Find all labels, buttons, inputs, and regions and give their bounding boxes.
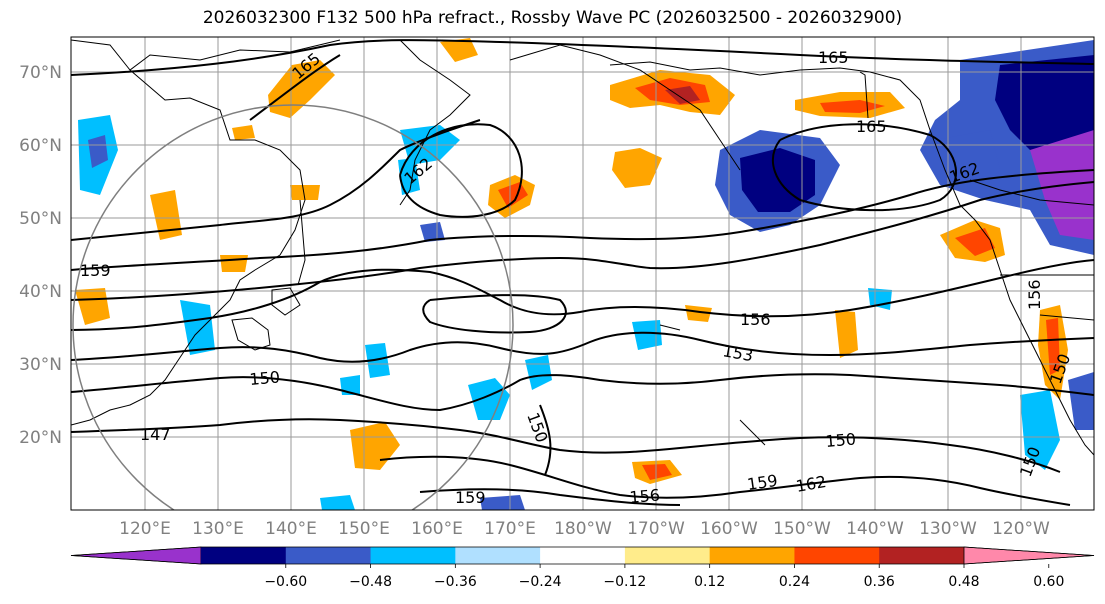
coastlines bbox=[71, 39, 1094, 456]
contour-label: 147 bbox=[140, 425, 171, 444]
colorbar-segment bbox=[370, 547, 456, 564]
lon-label: 130°E bbox=[192, 519, 244, 539]
map-frame bbox=[70, 36, 1095, 511]
anomaly-shading bbox=[75, 38, 1094, 510]
graticule bbox=[71, 37, 1094, 510]
lon-label: 150°W bbox=[773, 519, 831, 539]
colorbar-outline bbox=[70, 546, 1095, 565]
contour-label: 156 bbox=[1025, 279, 1044, 310]
latitude-labels: 70°N 60°N 50°N 40°N 30°N 20°N bbox=[19, 63, 62, 448]
contour-label: 156 bbox=[629, 485, 661, 507]
colorbar-extend-low bbox=[70, 546, 202, 565]
lat-label: 30°N bbox=[19, 355, 62, 375]
colorbar-segment bbox=[794, 547, 880, 564]
colorbar-segment bbox=[879, 547, 965, 564]
contour-label: 165 bbox=[818, 48, 849, 67]
contour-label: 165 bbox=[856, 117, 887, 136]
lon-label: 160°E bbox=[411, 519, 463, 539]
lat-label: 50°N bbox=[19, 209, 62, 229]
radius-circle bbox=[72, 104, 514, 510]
colorbar-segment bbox=[201, 547, 287, 564]
lat-label: 20°N bbox=[19, 428, 62, 448]
colorbar-tick-label: 0.48 bbox=[948, 574, 979, 590]
colorbar-segment bbox=[455, 547, 541, 564]
contour-label: 156 bbox=[740, 310, 771, 329]
colorbar-tick-label: −0.12 bbox=[603, 574, 646, 590]
contour-label: 159 bbox=[80, 261, 111, 280]
lat-label: 60°N bbox=[19, 136, 62, 156]
lat-label: 40°N bbox=[19, 282, 62, 302]
lon-label: 140°W bbox=[846, 519, 904, 539]
colorbar-segment bbox=[709, 547, 795, 564]
colorbar-segment bbox=[624, 547, 711, 564]
lon-label: 130°W bbox=[919, 519, 977, 539]
lon-label: 170°E bbox=[484, 519, 536, 539]
map-title: 2026032300 F132 500 hPa refract., Rossby… bbox=[202, 8, 903, 28]
lon-label: 160°W bbox=[700, 519, 758, 539]
colorbar-tick-label: 0.12 bbox=[694, 574, 725, 590]
colorbar-extend-high bbox=[963, 546, 1095, 565]
lon-label: 170°W bbox=[627, 519, 685, 539]
colorbar-segment bbox=[285, 547, 372, 564]
colorbar-tick-label: 0.36 bbox=[864, 574, 895, 590]
lat-label: 70°N bbox=[19, 63, 62, 83]
contour-label: 159 bbox=[746, 471, 779, 494]
lon-label: 120°W bbox=[992, 519, 1050, 539]
lon-label: 120°E bbox=[119, 519, 171, 539]
lon-label: 150°E bbox=[338, 519, 390, 539]
colorbar-tick-label: −0.48 bbox=[349, 574, 392, 590]
height-contours bbox=[71, 39, 1094, 506]
colorbar-segment bbox=[540, 547, 626, 564]
colorbar-tick-label: −0.36 bbox=[434, 574, 477, 590]
colorbar-tick-label: 0.60 bbox=[1033, 574, 1064, 590]
colorbar-tick-label: −0.24 bbox=[519, 574, 562, 590]
longitude-labels: 120°E 130°E 140°E 150°E 160°E 170°E 180°… bbox=[119, 519, 1050, 539]
lon-label: 180°W bbox=[554, 519, 612, 539]
colorbar-tick-label: 0.24 bbox=[779, 574, 810, 590]
colorbar: −0.60 −0.48 −0.36 −0.24 −0.12 0.12 0.24 0.36 0.4… bbox=[70, 546, 1095, 590]
contour-label: 150 bbox=[825, 429, 857, 451]
lon-label: 140°E bbox=[265, 519, 317, 539]
contour-label: 150 bbox=[249, 367, 281, 389]
contour-label: 159 bbox=[455, 488, 486, 507]
colorbar-tick-label: −0.60 bbox=[264, 574, 307, 590]
